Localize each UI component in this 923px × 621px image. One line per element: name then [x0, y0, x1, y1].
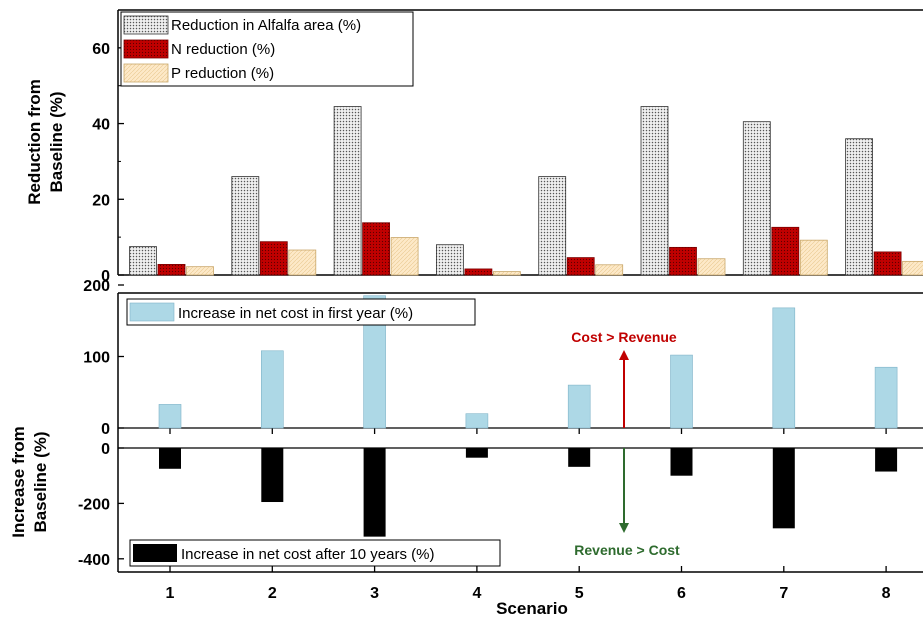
bar-alfalfa-scenario-1	[129, 246, 157, 276]
bar-n-scenario-2	[259, 241, 288, 276]
bar-p-scenario-5	[595, 264, 624, 276]
bar-p-scenario-8	[902, 260, 923, 276]
cost-revenue-annotation: Cost > Revenue	[571, 329, 677, 345]
bar-n-scenario-1	[157, 263, 186, 276]
bar-alfalfa-scenario-8	[845, 138, 873, 276]
bar-n-scenario-8	[873, 251, 902, 276]
bar-n-scenario-5	[566, 257, 595, 276]
low-y-tick-label: -200	[78, 496, 110, 513]
bar-first-year-scenario-4	[465, 413, 489, 429]
bar-ten-year-scenario-3	[363, 448, 386, 537]
legend-label-n: N reduction (%)	[171, 41, 275, 58]
bar-alfalfa-scenario-3	[333, 106, 362, 276]
bar-ten-year-scenario-5	[568, 448, 591, 467]
mid-y-tick-label: 0	[101, 421, 110, 438]
bar-alfalfa-scenario-5	[538, 176, 567, 276]
x-tick-label: 8	[882, 585, 891, 602]
bar-p-scenario-2	[288, 249, 317, 276]
top-y-axis-label-line1: Reduction from	[25, 79, 44, 205]
bar-first-year-scenario-8	[874, 366, 898, 429]
bar-p-scenario-4	[492, 271, 521, 276]
bar-ten-year-scenario-4	[465, 448, 488, 458]
first-year-legend-box	[126, 298, 476, 326]
bar-alfalfa-scenario-6	[640, 106, 669, 276]
bar-alfalfa-scenario-7	[742, 121, 771, 276]
x-axis-label: Scenario	[496, 599, 568, 618]
bar-n-scenario-4	[464, 268, 493, 276]
bar-ten-year-scenario-2	[261, 448, 284, 503]
x-tick-label: 7	[779, 585, 788, 602]
top-y-axis-label-line2: Baseline (%)	[47, 91, 66, 192]
bar-n-scenario-3	[362, 222, 391, 276]
legend-swatch-n	[123, 39, 169, 59]
legend-label-first-year: Increase in net cost in first year (%)	[178, 305, 413, 322]
bar-ten-year-scenario-8	[875, 448, 898, 472]
bar-first-year-scenario-7	[772, 307, 796, 429]
legend-swatch-first-year	[129, 302, 175, 322]
bar-alfalfa-scenario-4	[435, 244, 464, 276]
bar-ten-year-scenario-6	[670, 448, 693, 476]
bar-ten-year-scenario-7	[772, 448, 795, 529]
low-y-tick-label: 0	[101, 441, 110, 458]
top-y-tick-label: 20	[92, 192, 110, 209]
bar-p-scenario-3	[390, 237, 419, 276]
revenue-cost-annotation: Revenue > Cost	[574, 542, 680, 558]
top-y-tick-label: 0	[101, 268, 110, 285]
bottom-panel	[117, 292, 923, 573]
ten-year-legend-box	[129, 539, 501, 567]
bar-p-scenario-6	[697, 258, 726, 276]
cost-revenue-arrow	[619, 350, 629, 428]
top-y-tick-label: 60	[92, 41, 110, 58]
bar-first-year-scenario-2	[260, 350, 284, 429]
bar-n-scenario-6	[669, 246, 697, 276]
legend-label-p: P reduction (%)	[171, 65, 274, 82]
bottom-y-axis-label-line2: Baseline (%)	[31, 431, 50, 532]
bottom-y-axis-label-line1: Increase from	[9, 426, 28, 538]
x-tick-label: 2	[268, 585, 277, 602]
mid-y-tick-label: 200	[83, 278, 110, 295]
legend-swatch-ten-year	[133, 544, 177, 562]
legend-label-alfalfa: Reduction in Alfalfa area (%)	[171, 17, 361, 34]
legend-swatch-alfalfa	[123, 15, 169, 35]
x-tick-label: 6	[677, 585, 686, 602]
bar-ten-year-scenario-1	[159, 448, 181, 469]
top-y-tick-label: 40	[92, 117, 110, 134]
x-tick-label: 5	[575, 585, 584, 602]
bar-alfalfa-scenario-2	[231, 176, 260, 276]
bar-p-scenario-7	[799, 239, 828, 276]
low-y-tick-label: -400	[78, 552, 110, 569]
x-tick-label: 1	[166, 585, 175, 602]
bar-first-year-scenario-3	[363, 295, 386, 429]
legend-label-ten-year: Increase in net cost after 10 years (%)	[181, 546, 434, 563]
bar-first-year-scenario-1	[158, 404, 182, 429]
bar-n-scenario-7	[771, 226, 800, 276]
bar-first-year-scenario-5	[567, 384, 591, 429]
revenue-cost-arrow	[619, 448, 629, 533]
legend-swatch-p	[123, 63, 169, 83]
mid-y-tick-label: 100	[83, 350, 110, 367]
x-tick-label: 4	[472, 585, 481, 602]
bar-p-scenario-1	[186, 266, 214, 276]
x-tick-label: 3	[370, 585, 379, 602]
bar-first-year-scenario-6	[670, 354, 693, 429]
top-legend-box	[120, 11, 414, 87]
